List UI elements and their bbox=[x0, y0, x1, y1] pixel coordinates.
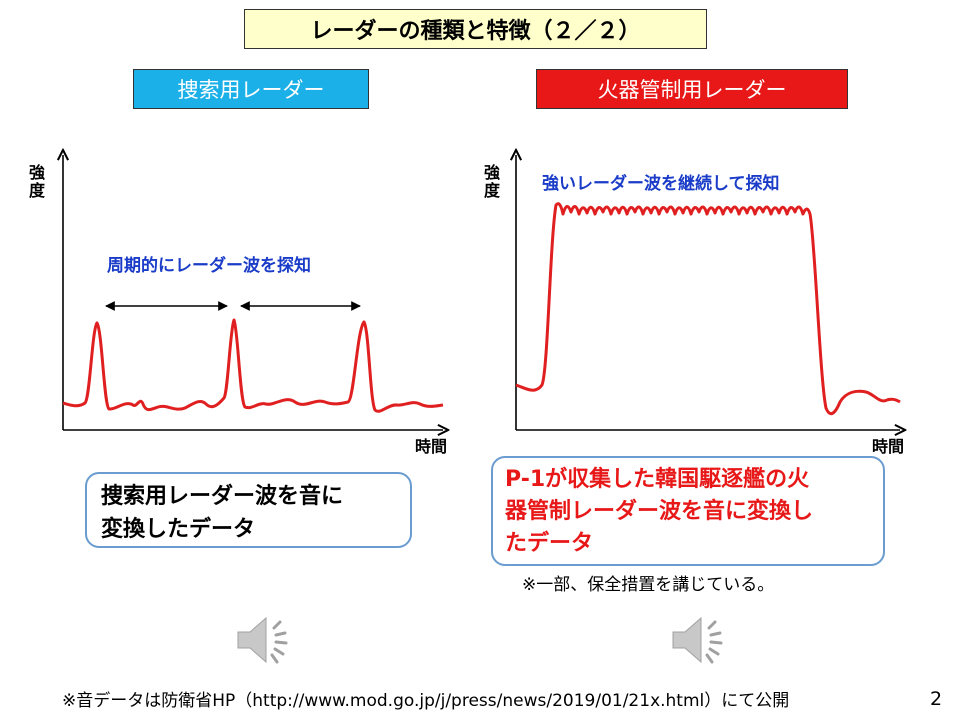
search-radar-waveform bbox=[62, 318, 444, 413]
note-line: たデータ bbox=[505, 531, 594, 556]
right-y-label-2: 度 bbox=[484, 181, 501, 200]
search-radar-note: 捜索用レーダー波を音に 変換したデータ bbox=[85, 472, 412, 548]
left-annotation: 周期的にレーダー波を探知 bbox=[107, 255, 311, 276]
slide-title: レーダーの種類と特徴（２／２） bbox=[244, 9, 707, 49]
left-chart: 強 度 時間 周期的にレーダー波を探知 bbox=[29, 155, 447, 456]
fire-control-radar-note: P-1が収集した韓国駆逐艦の火 器管制レーダー波を音に変換し たデータ bbox=[491, 456, 885, 566]
fire-control-waveform bbox=[515, 202, 901, 416]
note-line: 捜索用レーダー波を音に bbox=[101, 484, 344, 509]
speaker-icon[interactable] bbox=[232, 608, 296, 672]
fire-control-radar-label: 火器管制用レーダー bbox=[536, 69, 848, 109]
right-annotation: 強いレーダー波を継続して探知 bbox=[542, 173, 780, 194]
right-y-label-1: 強 bbox=[484, 163, 500, 182]
note-line: 器管制レーダー波を音に変換し bbox=[505, 499, 814, 524]
speaker-icon[interactable] bbox=[667, 608, 731, 672]
source-footer: ※音データは防衛省HP（http://www.mod.go.jp/j/press… bbox=[62, 691, 790, 711]
left-y-label-2: 度 bbox=[29, 181, 46, 200]
right-x-label: 時間 bbox=[872, 437, 904, 456]
left-y-label-1: 強 bbox=[29, 163, 45, 182]
left-x-label: 時間 bbox=[415, 437, 447, 456]
search-radar-label: 捜索用レーダー bbox=[133, 69, 369, 109]
page-number: 2 bbox=[930, 688, 943, 710]
note-line: 変換したデータ bbox=[101, 517, 256, 542]
note-line: P-1が収集した韓国駆逐艦の火 bbox=[505, 467, 810, 492]
security-measure-note: ※一部、保全措置を講じている。 bbox=[522, 575, 775, 595]
right-chart: 強 度 時間 強いレーダー波を継続して探知 bbox=[484, 155, 904, 456]
